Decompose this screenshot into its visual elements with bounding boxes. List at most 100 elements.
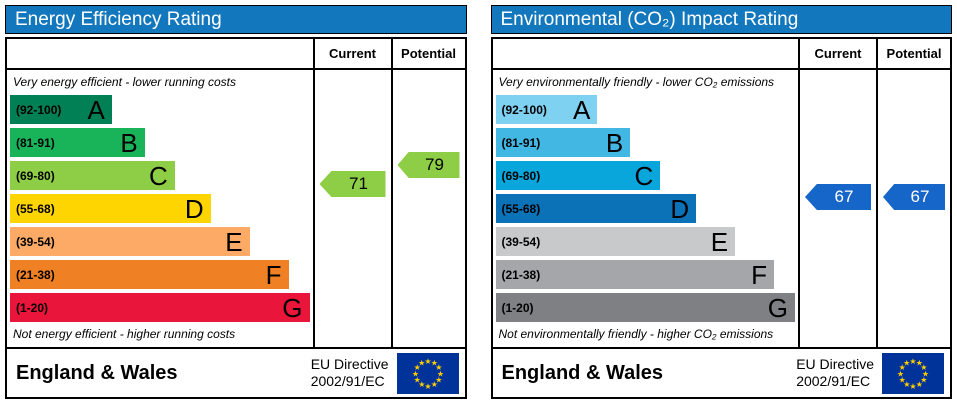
potential-column-header: Potential [392,39,465,70]
region-label: England & Wales [16,361,178,384]
environmental-rating-table: Current Potential Very environmentally f… [490,37,952,399]
band-bar-e: (39-54) E [495,226,736,257]
band-row-f: (21-38) F [495,259,796,290]
band-row-b: (81-91) B [10,128,310,157]
region-label: England & Wales [501,361,664,384]
band-row-b: (81-91) B [495,127,796,158]
current-rating-column: 67 [800,70,878,349]
current-rating-column: 71 [314,70,393,349]
band-bar-c: (69-80) C [495,160,661,191]
band-row-e: (39-54) E [10,227,310,256]
svg-text:★: ★ [436,369,443,378]
eu-directive-label: EU Directive 2002/91/EC [311,356,389,391]
eu-directive-line2: 2002/91/EC [310,373,385,389]
potential-rating-arrow: 79 [397,152,460,178]
eu-directive-line2: 2002/91/EC [796,373,871,389]
svg-text:★: ★ [920,363,927,372]
potential-column-header: Potential [878,39,950,70]
svg-text:★: ★ [920,375,927,384]
band-letter: D [670,193,690,224]
band-row-c: (69-80) C [495,160,796,191]
svg-text:★: ★ [897,369,904,378]
band-bar-b: (81-91) B [10,128,145,157]
band-bar-g: (1-20) G [495,292,795,323]
energy-panel-title: Energy Efficiency Rating [5,5,467,34]
band-letter: A [87,94,105,125]
band-range-label: (39-54) [501,234,541,249]
svg-text:★: ★ [916,380,923,389]
svg-text:★: ★ [418,380,425,389]
band-bar-a: (92-100) A [10,95,112,124]
band-letter: E [225,226,243,257]
band-range-label: (21-38) [501,267,541,282]
eu-flag-icon: ★ ★★★★★★★★★★★ [396,352,459,394]
potential-rating-column: 67 [878,70,950,349]
bottom-caption: Not energy efficient - higher running co… [13,327,236,341]
band-row-g: (1-20) G [495,292,795,323]
band-range-label: (1-20) [501,300,534,315]
eu-directive-line1: EU Directive [310,355,389,372]
band-range-label: (21-38) [16,267,55,282]
band-bar-f: (21-38) F [495,259,775,290]
svg-text:★: ★ [418,358,425,367]
current-column-header: Current [314,39,393,70]
eu-directive-label: EU Directive 2002/91/EC [796,356,874,391]
band-letter: C [148,160,168,191]
svg-text:★: ★ [430,358,437,367]
svg-text:★: ★ [424,381,431,390]
band-letter: B [605,127,624,158]
band-bar-e: (39-54) E [10,227,250,256]
svg-text:★: ★ [909,356,916,365]
top-caption: Very energy efficient - lower running co… [13,75,236,89]
band-letter: F [265,259,282,290]
band-bar-d: (55-68) D [10,194,211,223]
band-letter: D [184,193,204,224]
band-range-label: (39-54) [16,234,55,249]
band-bar-b: (81-91) B [495,127,631,158]
energy-efficiency-panel: Energy Efficiency Rating Current Potenti… [5,5,467,399]
band-letter: G [282,292,303,323]
band-row-d: (55-68) D [495,193,796,224]
top-caption: Very environmentally friendly - lower CO… [498,75,775,89]
rating-bands: (92-100) A (81-91) B (69-80) C (55-68) D (39-54)… [495,92,797,325]
svg-text:★: ★ [413,363,420,372]
eu-directive-line1: EU Directive [796,355,874,372]
svg-text:★: ★ [899,363,906,372]
svg-text:★: ★ [435,375,442,384]
energy-rating-table: Current Potential Very energy efficient … [5,37,467,399]
band-letter: F [751,259,768,290]
svg-text:★: ★ [424,356,431,365]
svg-text:★: ★ [413,375,420,384]
band-range-label: (81-91) [16,135,55,150]
band-letter: G [767,292,788,323]
potential-rating-arrow: 67 [883,184,945,210]
svg-text:★: ★ [903,358,910,367]
band-bar-c: (69-80) C [10,161,175,190]
band-letter: E [710,226,729,257]
band-range-label: (69-80) [501,168,541,183]
spacer-cell [492,39,800,70]
eu-flag-icon: ★ ★★★★★★★★★★★ [882,352,944,394]
band-row-c: (69-80) C [10,161,310,190]
band-letter: A [572,94,591,125]
environmental-impact-panel: Environmental (CO₂) Impact Rating Curren… [490,5,952,399]
band-range-label: (81-91) [501,135,541,150]
band-range-label: (55-68) [16,201,55,216]
band-bar-a: (92-100) A [495,94,598,125]
svg-text:★: ★ [903,380,910,389]
band-row-a: (92-100) A [10,95,310,124]
bottom-caption: Not environmentally friendly - higher CO… [498,327,774,341]
band-range-label: (92-100) [501,102,547,117]
environmental-band-chart: Very environmentally friendly - lower CO… [492,70,800,349]
band-bar-f: (21-38) F [10,260,289,289]
band-letter: C [634,160,654,191]
band-row-f: (21-38) F [10,260,310,289]
band-row-d: (55-68) D [10,194,310,223]
spacer-cell [7,39,315,70]
table-footer: England & Wales EU Directive 2002/91/EC … [7,349,465,397]
svg-text:★: ★ [909,381,916,390]
band-bar-g: (1-20) G [10,293,310,322]
band-range-label: (55-68) [501,201,541,216]
current-rating-arrow: 67 [805,184,871,210]
